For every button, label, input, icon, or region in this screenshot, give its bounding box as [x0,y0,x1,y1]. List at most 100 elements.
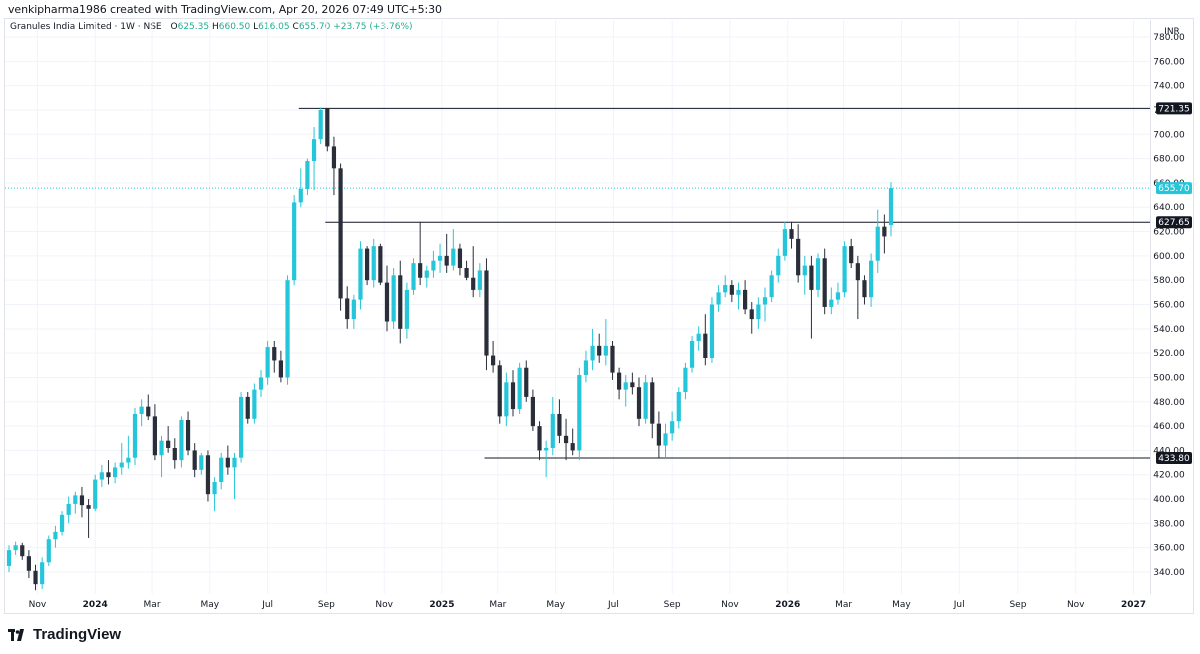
candle-body [557,413,562,436]
x-tick-label: May [892,600,911,610]
candle-body [404,289,409,329]
candle-body [26,556,31,571]
candle-body [351,299,356,320]
candle-body [6,550,12,566]
candle-body [650,382,655,424]
candle-body [252,389,257,419]
y-tick-label: 760.00 [1153,57,1185,67]
candle-body [756,304,761,320]
candle-body [384,282,390,322]
candle-body [643,382,648,419]
candle-body [391,275,396,322]
currency-label: INR [1164,27,1180,37]
candle-body [33,570,38,585]
x-tick-label: Nov [375,600,393,610]
candle-body [842,246,847,293]
y-tick-label: 740.00 [1153,82,1185,92]
candle-body [278,360,283,378]
candle-body [762,297,768,305]
y-tick-label: 500.00 [1153,373,1185,383]
candle-body [709,304,715,358]
candle-body [796,238,801,276]
candle-body [603,345,608,356]
candle-body [444,255,449,266]
candle-body [689,340,695,368]
candle-body [345,298,350,320]
candle-body [424,270,429,278]
candle-body [517,367,522,410]
y-tick-label: 560.00 [1153,301,1185,311]
candle-body [636,387,642,419]
candle-body [815,258,821,290]
candle-body [544,447,549,451]
x-tick-label: May [546,600,565,610]
candle-body [146,406,151,417]
symbol-label[interactable]: Granules India Limited · 1W · NSE [10,22,162,32]
x-tick-label: 2027 [1121,600,1146,610]
candle-body [875,226,880,261]
candle-body [617,372,622,390]
candle-body [510,382,516,410]
x-tick-label: Sep [318,600,335,610]
candle-body [703,333,708,358]
candle-body [623,382,628,390]
candle-body [789,229,794,239]
candle-body [888,188,894,226]
candle-body [272,347,277,361]
current-price-label: 655.70 [1158,184,1190,194]
close-value: 655.70 [298,22,331,32]
level-price-label: 721.35 [1158,104,1190,114]
open-label: O [170,22,178,32]
y-tick-label: 360.00 [1153,544,1185,554]
x-tick-label: May [201,600,220,610]
candle-body [318,109,323,140]
candle-body [179,420,184,461]
close-label: C [292,22,299,32]
change-value: +23.75 (+3.76%) [333,22,413,32]
candle-body [716,292,721,305]
candle-body [172,447,177,461]
tradingview-brand[interactable]: TradingView [8,626,121,643]
candle-body [802,265,807,276]
candle-body [59,514,65,532]
candle-body [491,355,496,366]
candle-body [835,292,841,300]
candle-body [504,382,509,417]
candle-body [683,367,688,393]
y-tick-label: 380.00 [1153,519,1185,529]
candle-body [13,545,18,551]
candle-body [676,392,681,422]
candle-body [166,440,171,448]
candle-body [73,495,78,504]
candle-body [577,375,582,451]
level-price-tag [1156,102,1192,115]
y-tick-label: 620.00 [1153,228,1185,238]
candle-body [325,108,330,147]
candle-body [630,382,635,388]
y-tick-label: 520.00 [1153,349,1185,359]
candle-body [822,258,827,307]
candle-body [331,146,337,169]
candle-body [371,246,376,281]
candle-body [869,260,874,298]
candle-body [205,455,211,495]
x-tick-label: Nov [1067,600,1085,610]
x-tick-label: 2024 [83,600,108,610]
high-label: H [211,22,219,32]
candle-body [743,289,748,310]
x-tick-label: Jul [953,600,965,610]
candle-body [86,505,91,509]
x-tick-label: 2025 [429,600,454,610]
candle-body [477,270,482,290]
candle-body [418,263,423,278]
candle-body [829,299,834,307]
candle-body [537,426,542,451]
candle-body [749,309,754,320]
x-tick-label: 2026 [775,600,800,610]
candle-body [79,495,85,506]
candle-body [457,248,463,269]
candle-body [285,280,290,378]
y-tick-label: 440.00 [1153,446,1185,456]
candle-body [199,455,204,470]
